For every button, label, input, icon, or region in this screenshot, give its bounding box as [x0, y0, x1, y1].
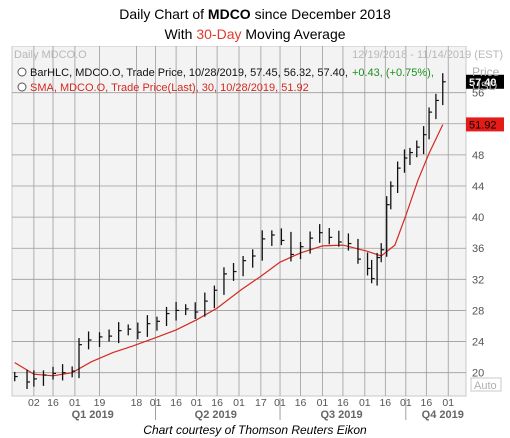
chart-title-line-2: With 30-Day Moving Average — [164, 26, 346, 42]
y-axis-price-label: Price — [472, 65, 500, 79]
x-tick-label: 16 — [337, 397, 349, 409]
auto-scale-label: Auto — [474, 380, 497, 392]
sma-line-path — [14, 124, 444, 377]
price-chart: 20242832364044485256 0216011918011601160… — [0, 46, 510, 421]
y-tick-label: 40 — [472, 212, 484, 224]
x-tick-label: 01 — [69, 397, 81, 409]
y-tick-label: 44 — [472, 181, 484, 193]
legend-toggle-icon — [17, 67, 27, 77]
ticker-symbol: MDCO — [207, 6, 251, 22]
x-tick-label: 01 — [359, 397, 371, 409]
last-price-label: 57.40 — [469, 77, 497, 89]
price-bars — [14, 73, 446, 389]
legend-bars-text: BarHLC, MDCO.O, Trade Price, 10/28/2019,… — [30, 67, 348, 79]
y-tick-label: 28 — [472, 305, 484, 317]
sma-period: 30-Day — [196, 26, 242, 42]
panel-title: Daily MDCO.O — [14, 49, 87, 61]
legend-bars-change: +0.43, (+0.75%), — [352, 67, 434, 79]
x-tick-label: 02 — [28, 397, 40, 409]
sma-line — [14, 124, 444, 377]
y-axis: 20242832364044485256 — [472, 88, 484, 380]
x-tick-label: 16 — [211, 397, 223, 409]
x-tick-label: 16 — [47, 397, 59, 409]
x-tick-label: 17 — [255, 397, 267, 409]
x-tick-label: 18 — [131, 397, 143, 409]
x-tick-label: 16 — [170, 397, 182, 409]
x-tick-label: 19 — [94, 397, 106, 409]
legend: BarHLC, MDCO.O, Trade Price, 10/28/2019,… — [17, 67, 434, 94]
legend-sma-text: SMA, MDCO.O, Trade Price(Last), 30, 10/2… — [30, 82, 309, 94]
legend-item-sma[interactable]: SMA, MDCO.O, Trade Price(Last), 30, 10/2… — [17, 82, 309, 94]
svg-text:BarHLC, MDCO.O, Trade Price, 1: BarHLC, MDCO.O, Trade Price, 10/28/2019,… — [30, 67, 434, 79]
legend-item-bars[interactable]: BarHLC, MDCO.O, Trade Price, 10/28/2019,… — [17, 67, 434, 79]
y-tick-label: 24 — [472, 337, 484, 349]
quarter-label: Q3 2019 — [320, 409, 362, 421]
x-tick-label: 01 — [317, 397, 329, 409]
x-tick-label: 16 — [295, 397, 307, 409]
chart-header: Daily MDCO.O 12/19/2018 - 11/14/2019 (ES… — [14, 49, 503, 61]
x-tick-label: 01 — [442, 397, 454, 409]
x-axis: 02 16 01 19 18 01 16 01 16 01 17 01 16 01 16 01 16 01 16 01… — [28, 397, 464, 421]
legend-toggle-icon — [17, 82, 27, 92]
quarter-label: Q2 2019 — [195, 409, 237, 421]
y-tick-label: 36 — [472, 243, 484, 255]
last-sma-label: 51.92 — [469, 119, 497, 131]
y-tick-label: 20 — [472, 368, 484, 380]
y-tick-label: 56 — [472, 88, 484, 100]
x-tick-label: 16 — [379, 397, 391, 409]
y-tick-label: 48 — [472, 150, 484, 162]
last-value-labels: 57.40 51.92 — [466, 74, 504, 132]
y-tick-label: 32 — [472, 274, 484, 286]
x-tick-label: 01 — [233, 397, 245, 409]
chart-credit: Chart courtesy of Thomson Reuters Eikon — [143, 423, 367, 437]
x-tick-label: 01 — [191, 397, 203, 409]
last-sma-label-bg — [466, 117, 504, 132]
quarter-label: Q1 2019 — [72, 409, 114, 421]
x-tick-label: 16 — [420, 397, 432, 409]
chart-title-line-1: Daily Chart of MDCO since December 2018 — [119, 6, 391, 22]
quarter-label: Q4 2019 — [422, 409, 464, 421]
auto-scale-button[interactable]: Auto — [470, 377, 502, 392]
date-range: 12/19/2018 - 11/14/2019 (EST) — [352, 49, 503, 61]
last-price-label-bg — [466, 74, 504, 89]
y-axis-unit-label: USD — [472, 79, 498, 93]
